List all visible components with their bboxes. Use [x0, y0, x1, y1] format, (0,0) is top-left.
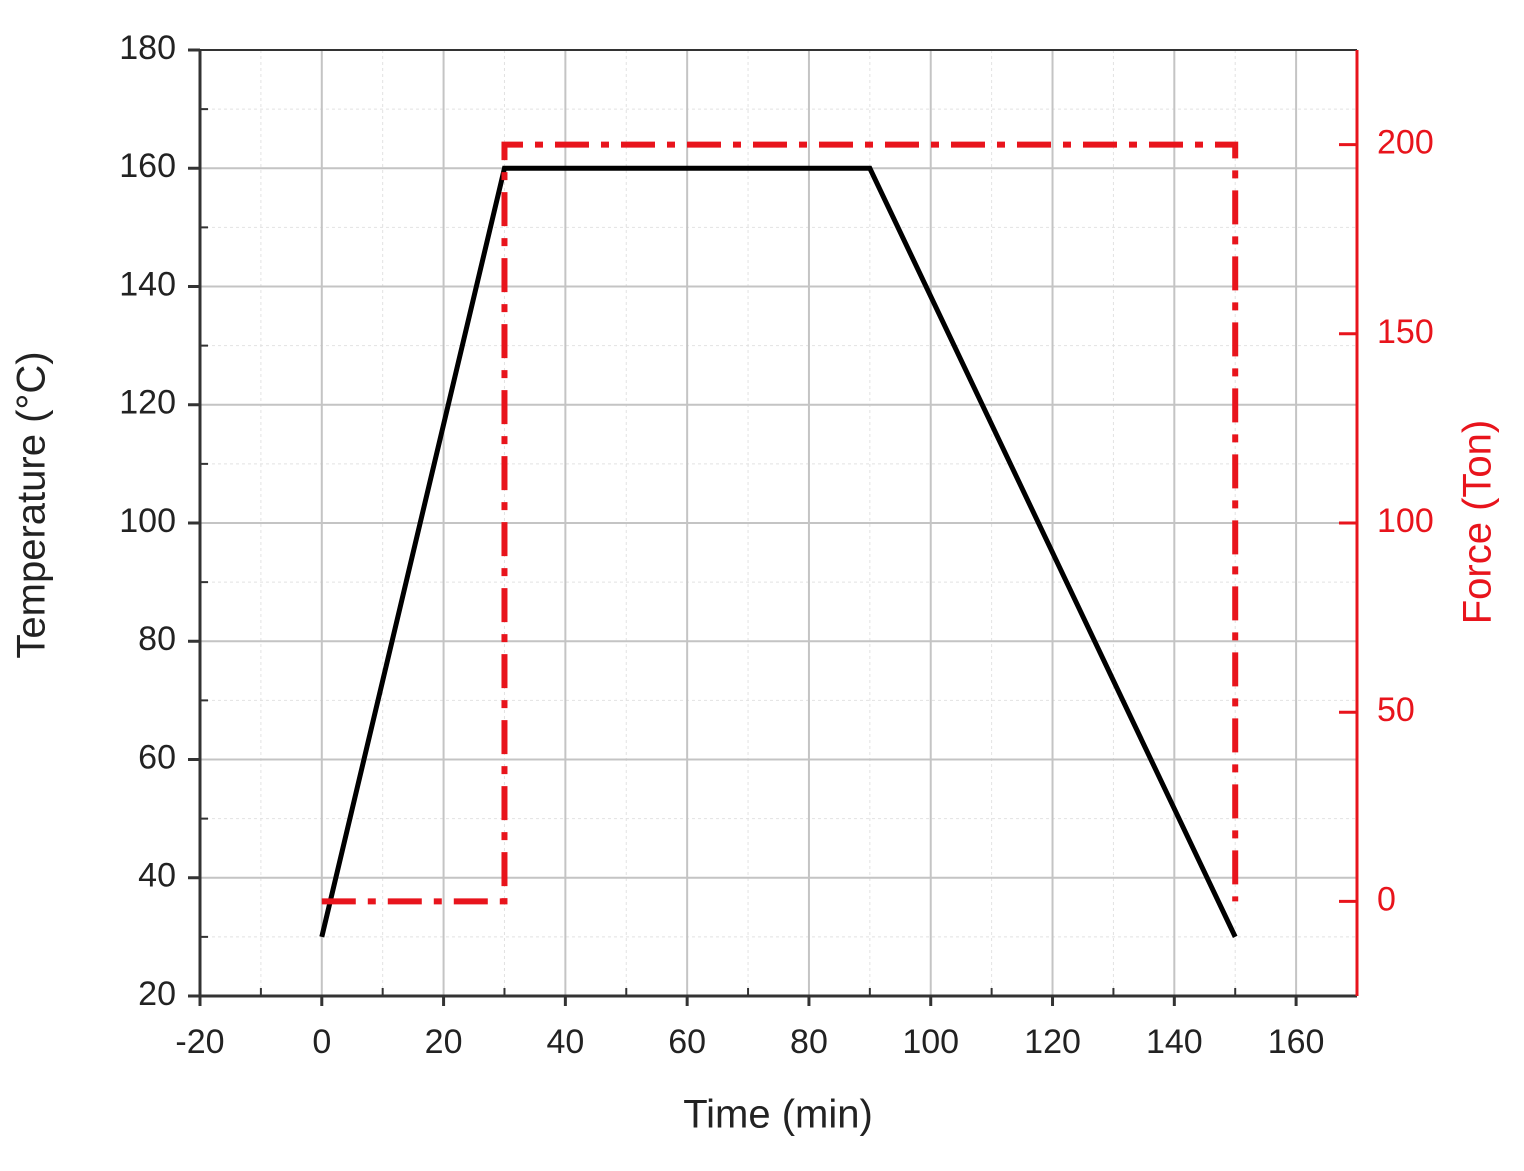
y2-tick-label: 200: [1377, 124, 1434, 162]
x-tick-label: -20: [175, 1023, 224, 1061]
x-axis-label: Time (min): [683, 1093, 873, 1137]
x-tick-label: 40: [546, 1023, 584, 1061]
x-tick-label: 80: [790, 1023, 828, 1061]
y-tick-label: 160: [119, 147, 176, 185]
y-tick-label: 60: [138, 738, 176, 776]
y-tick-label: 40: [138, 857, 176, 895]
y-tick-label: 80: [138, 620, 176, 658]
x-tick-label: 0: [312, 1023, 331, 1061]
x-tick-label: 120: [1024, 1023, 1081, 1061]
x-tick-label: 60: [668, 1023, 706, 1061]
y2-tick-label: 0: [1377, 880, 1396, 918]
x-tick-label: 160: [1268, 1023, 1325, 1061]
y2-tick-label: 50: [1377, 691, 1415, 729]
y2-tick-label: 100: [1377, 502, 1434, 540]
y2-axis-label: Force (Ton): [1456, 420, 1500, 625]
y-axis-label: Temperature (°C): [10, 351, 54, 658]
y2-tick-label: 150: [1377, 313, 1434, 351]
data-line: [321, 141, 1239, 905]
y-tick-label: 140: [119, 265, 176, 303]
x-tick-label: 140: [1146, 1023, 1203, 1061]
x-tick-label: 20: [425, 1023, 463, 1061]
data-line: [319, 165, 1238, 938]
y-tick-label: 20: [138, 975, 176, 1013]
y-tick-label: 180: [119, 29, 176, 67]
y-tick-label: 100: [119, 502, 176, 540]
y-tick-label: 120: [119, 384, 176, 422]
x-tick-label: 100: [902, 1023, 959, 1061]
